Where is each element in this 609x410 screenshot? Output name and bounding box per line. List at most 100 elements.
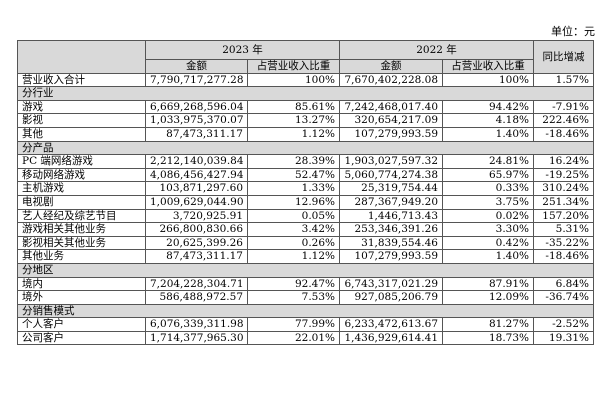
section-header-row: 分行业 [17,86,594,101]
header-row-years: 2023 年 2022 年 同比增减 [17,40,594,74]
share-2023: 0.05% [247,208,340,224]
amount-2022: 1,903,027,597.32 [339,154,443,169]
share-2022: 100% [442,72,534,88]
share-2023: 52.47% [247,167,340,183]
yoy-change: 1.57% [533,72,594,88]
header-share-2022: 占营业收入比重 [442,59,534,74]
row-label: 其他 [17,126,146,142]
row-label: 移动网络游戏 [17,167,146,183]
table-row: 其他 87,473,311.17 1.12% 107,279,993.59 1.40% -… [17,126,594,142]
section-title: 分地区 [17,262,594,278]
header-change: 同比增减 [533,40,594,74]
share-2023: 92.47% [247,276,340,292]
share-2023: 85.61% [247,99,340,115]
row-label: 其他业务 [17,249,146,264]
amount-2022: 320,654,217.09 [339,113,443,128]
amount-2023: 7,204,228,304.71 [145,276,248,292]
yoy-change: 310.24% [533,181,594,196]
yoy-change: -7.91% [533,99,594,115]
share-2022: 94.42% [442,99,534,115]
revenue-table: 2023 年 2022 年 同比增减 金额 占营业收入比重 金额 占营业收入比重… [17,40,594,346]
share-2022: 18.73% [442,330,534,346]
share-2022: 81.27% [442,317,534,332]
section-title: 分销售模式 [17,303,594,319]
table-row: 游戏相关其他业务 266,800,830.66 3.42% 253,346,391.2… [17,222,594,237]
table-row: 境外 586,488,972.57 7.53% 927,085,206.79 12.09… [17,290,594,305]
share-2022: 87.91% [442,276,534,292]
amount-2022: 927,085,206.79 [339,290,443,305]
table-row: 主机游戏 103,871,297.60 1.33% 25,319,754.44 0.33… [17,181,594,196]
table-row: 境内 7,204,228,304.71 92.47% 6,743,317,021.29… [17,276,594,292]
share-2022: 24.81% [442,154,534,169]
share-2022: 0.42% [442,235,534,251]
amount-2023: 586,488,972.57 [145,290,248,305]
share-2022: 12.09% [442,290,534,305]
row-label: 游戏 [17,99,146,115]
yoy-change: 222.46% [533,113,594,128]
share-2023: 7.53% [247,290,340,305]
share-2022: 3.75% [442,194,534,210]
share-2023: 22.01% [247,330,340,346]
section-header-row: 分地区 [17,262,594,278]
header-amount-2023: 金额 [145,59,248,74]
amount-2023: 1,714,377,965.30 [145,330,248,346]
table-row: 艺人经纪及综艺节目 3,720,925.91 0.05% 1,446,713.43 0.… [17,208,594,224]
yoy-change: 16.24% [533,154,594,169]
table-row: 公司客户 1,714,377,965.30 22.01% 1,436,929,614.… [17,330,594,346]
share-2022: 3.30% [442,222,534,237]
amount-2022: 1,436,929,614.41 [339,330,443,346]
amount-2023: 1,033,975,370.07 [145,113,248,128]
amount-2023: 2,212,140,039.84 [145,154,248,169]
unit-label: 单位：元 [551,25,595,38]
amount-2022: 5,060,774,274.38 [339,167,443,183]
section-title: 分行业 [17,86,594,101]
amount-2022: 253,346,391.26 [339,222,443,237]
amount-2022: 6,233,472,613.67 [339,317,443,332]
share-2023: 28.39% [247,154,340,169]
header-blank [17,40,146,74]
share-2023: 1.33% [247,181,340,196]
yoy-change: -18.46% [533,126,594,142]
table-row: 影视 1,033,975,370.07 13.27% 320,654,217.09 4.… [17,113,594,128]
table-row: 游戏 6,669,268,596.04 85.61% 7,242,468,017.40… [17,99,594,115]
share-2023: 77.99% [247,317,340,332]
amount-2022: 107,279,993.59 [339,249,443,264]
share-2023: 1.12% [247,249,340,264]
table-body: 营业收入合计 7,790,717,277.28 100% 7,670,402,2… [17,72,594,346]
share-2022: 1.40% [442,249,534,264]
row-label: 境外 [17,290,146,305]
row-label: 电视剧 [17,194,146,210]
amount-2022: 1,446,713.43 [339,208,443,224]
header-2022: 2022 年 [339,40,534,60]
share-2022: 0.33% [442,181,534,196]
table-row: PC 端网络游戏 2,212,140,039.84 28.39% 1,903,027,… [17,154,594,169]
yoy-change: -19.25% [533,167,594,183]
yoy-change: -35.22% [533,235,594,251]
yoy-change: -2.52% [533,317,594,332]
table-row: 其他业务 87,473,311.17 1.12% 107,279,993.59 1.40… [17,249,594,264]
amount-2022: 107,279,993.59 [339,126,443,142]
header-amount-2022: 金额 [339,59,443,74]
amount-2023: 6,076,339,311.98 [145,317,248,332]
amount-2022: 7,242,468,017.40 [339,99,443,115]
row-label: 主机游戏 [17,181,146,196]
amount-2023: 20,625,399.26 [145,235,248,251]
row-label: 公司客户 [17,330,146,346]
section-header-row: 分产品 [17,140,594,156]
share-2022: 1.40% [442,126,534,142]
amount-2022: 31,839,554.46 [339,235,443,251]
header-share-2023: 占营业收入比重 [247,59,340,74]
table-row: 影视相关其他业务 20,625,399.26 0.26% 31,839,554.46 0… [17,235,594,251]
row-label: 游戏相关其他业务 [17,222,146,237]
share-2022: 4.18% [442,113,534,128]
row-label: 境内 [17,276,146,292]
row-label: 营业收入合计 [17,72,146,88]
amount-2023: 103,871,297.60 [145,181,248,196]
share-2022: 0.02% [442,208,534,224]
header-2023: 2023 年 [145,40,340,60]
yoy-change: 251.34% [533,194,594,210]
amount-2022: 6,743,317,021.29 [339,276,443,292]
yoy-change: 19.31% [533,330,594,346]
amount-2023: 3,720,925.91 [145,208,248,224]
section-header-row: 分销售模式 [17,303,594,319]
